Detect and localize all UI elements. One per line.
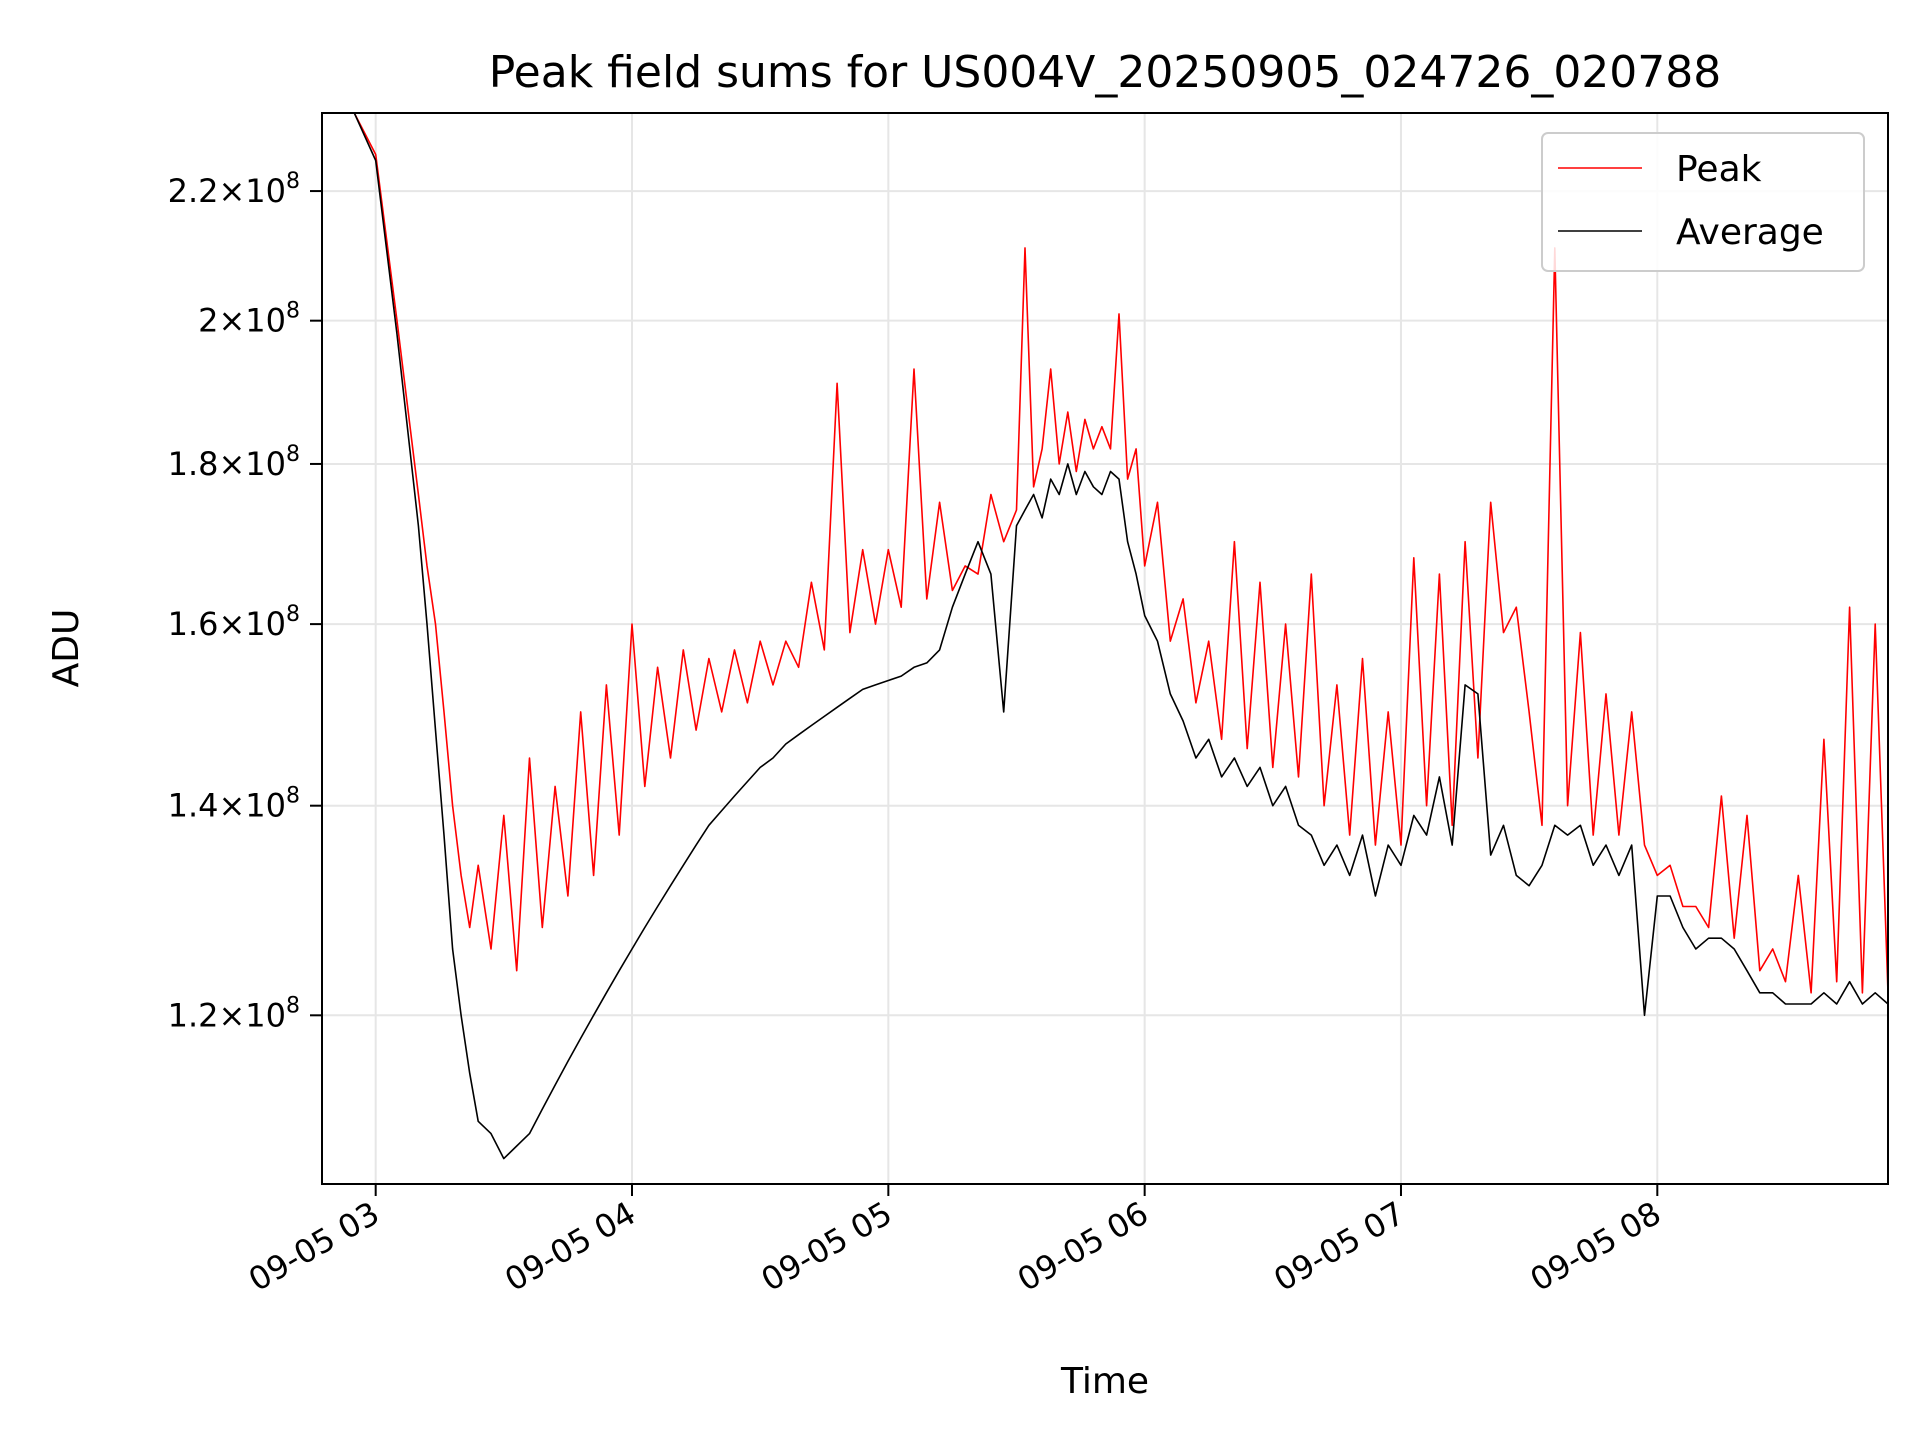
legend-label-peak: Peak <box>1676 149 1762 190</box>
series-line-peak <box>322 112 1889 994</box>
y-tick-label: 1.4×108 <box>168 784 300 825</box>
x-axis-label: Time <box>1060 1361 1149 1402</box>
y-axis: 1.2×108 1.4×108 1.6×108 1.8×108 2×108 2.2×108 <box>168 169 322 1034</box>
y-tick-label: 2×108 <box>198 299 300 340</box>
legend-label-average: Average <box>1676 212 1824 253</box>
series-layer <box>322 112 1889 1160</box>
y-tick-label: 1.6×108 <box>168 602 300 643</box>
grid-lines <box>322 113 1888 1184</box>
chart-title: Peak field sums for US004V_20250905_0247… <box>489 47 1722 98</box>
y-axis-label: ADU <box>46 609 87 688</box>
plot-area-frame <box>321 112 1889 1185</box>
y-tick-label: 2.2×108 <box>168 169 300 210</box>
y-tick-label: 1.2×108 <box>168 993 300 1034</box>
series-line-average <box>322 112 1889 1160</box>
y-tick-label: 1.8×108 <box>168 442 300 483</box>
legend: Peak Average <box>1541 132 1865 272</box>
